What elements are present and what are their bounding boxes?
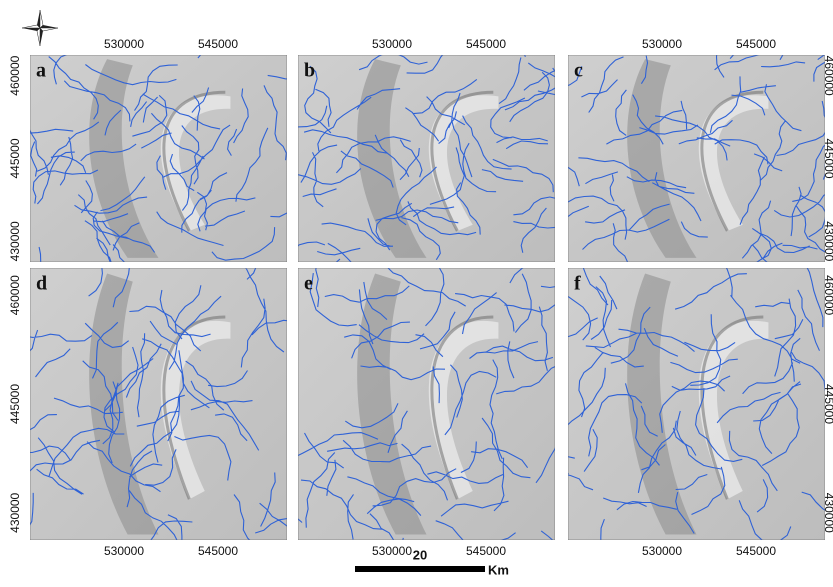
plateau-rim	[160, 320, 231, 500]
scale-bar-line	[355, 566, 485, 572]
map-panel	[30, 268, 287, 540]
x-tick-label: 545000	[466, 544, 506, 558]
plateau-rim	[160, 95, 231, 231]
plateau-rim	[698, 320, 769, 500]
x-tick-label: 545000	[736, 544, 776, 558]
panel-label: c	[574, 60, 583, 82]
river-network	[30, 268, 287, 540]
river-network	[298, 55, 555, 262]
terrain	[568, 268, 825, 540]
y-tick-label: 430000	[822, 493, 833, 533]
map-panel	[298, 268, 555, 540]
panel-label: e	[304, 273, 313, 295]
x-tick-label: 530000	[104, 37, 144, 51]
plateau-shadow	[700, 315, 764, 500]
map-panel	[30, 55, 287, 262]
x-tick-label: 530000	[642, 37, 682, 51]
river-network	[298, 268, 555, 540]
plateau-rim	[428, 320, 499, 500]
scale-bar-unit: Km	[488, 562, 509, 577]
river-network	[568, 268, 825, 540]
terrain	[298, 268, 555, 540]
panel-label: b	[304, 60, 315, 82]
plateau-shadow	[430, 315, 494, 500]
y-tick-label: 445000	[8, 384, 22, 424]
y-tick-label: 460000	[822, 275, 833, 315]
x-tick-label: 530000	[642, 544, 682, 558]
scale-bar: 20 Km	[355, 547, 509, 577]
escarpment	[89, 273, 159, 535]
terrain	[568, 55, 825, 262]
y-tick-label: 460000	[8, 275, 22, 315]
x-tick-label: 545000	[198, 544, 238, 558]
plateau-shadow	[162, 90, 226, 232]
map-panel	[568, 55, 825, 262]
river-network	[30, 55, 287, 262]
river-network	[568, 55, 825, 262]
y-tick-label: 460000	[822, 56, 833, 96]
y-tick-label: 460000	[8, 55, 22, 95]
x-tick-label: 545000	[736, 37, 776, 51]
escarpment	[627, 59, 697, 258]
escarpment	[89, 59, 159, 258]
y-tick-label: 445000	[822, 384, 833, 424]
terrain	[30, 268, 287, 540]
x-tick-label: 530000	[372, 37, 412, 51]
north-arrow	[21, 9, 59, 47]
map-panel	[298, 55, 555, 262]
scale-bar-value: 20	[413, 547, 427, 562]
plateau-shadow	[162, 315, 226, 500]
panel-label: a	[36, 60, 46, 82]
plateau-rim	[428, 95, 499, 231]
panel-label: f	[574, 273, 581, 295]
escarpment	[357, 59, 427, 258]
x-tick-label: 530000	[104, 544, 144, 558]
y-tick-label: 445000	[822, 138, 833, 178]
y-tick-label: 430000	[8, 492, 22, 532]
x-tick-label: 545000	[466, 37, 506, 51]
x-tick-label: 545000	[198, 37, 238, 51]
map-panel	[568, 268, 825, 540]
plateau-shadow	[430, 90, 494, 232]
y-tick-label: 445000	[8, 138, 22, 178]
y-tick-label: 430000	[822, 221, 833, 261]
x-tick-label: 530000	[372, 544, 412, 558]
y-tick-label: 430000	[8, 221, 22, 261]
terrain	[298, 55, 555, 262]
panel-label: d	[36, 273, 47, 295]
